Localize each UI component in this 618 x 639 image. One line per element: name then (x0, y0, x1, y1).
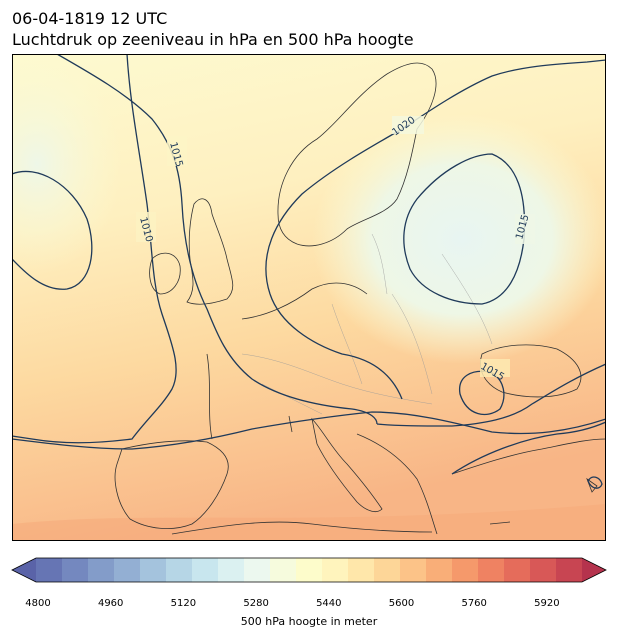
colorbar-label: 500 hPa hoogte in meter (240, 615, 378, 628)
warm-band-south (12, 504, 606, 541)
coast-crete (489, 521, 511, 525)
coast-cyprus (586, 477, 598, 493)
colorbar-tick-label: 4960 (97, 598, 124, 609)
coast-balkans (356, 433, 606, 535)
isobar-balkan (376, 363, 606, 427)
colorbar-cell (322, 558, 349, 582)
map-subtitle: Luchtdruk op zeeniveau in hPa en 500 hPa… (12, 30, 414, 49)
colorbar-tick-label: 5280 (243, 598, 269, 609)
colorbar-extend-high (582, 558, 606, 582)
coast-corsica (288, 415, 293, 433)
pressure-map: 1015 1010 1020 1015 1015 (12, 54, 606, 541)
colorbar-tick-label: 5120 (170, 598, 197, 609)
coast-black-sea (480, 344, 582, 398)
coast-europe-north (241, 282, 368, 320)
colorbar-tick-label: 4800 (25, 598, 51, 609)
isobar-south (12, 411, 606, 450)
colorbar-cell (218, 558, 245, 582)
colorbar-cell (530, 558, 557, 582)
isobar-labels: 1015 1010 1020 1015 1015 (136, 115, 535, 383)
colorbar-tick-label: 5920 (534, 598, 560, 609)
colorbar-cell (140, 558, 167, 582)
map-frame (12, 54, 606, 541)
colorbar-cell (88, 558, 115, 582)
colorbar-cell (296, 558, 323, 582)
colorbar-cell (36, 558, 63, 582)
cold-field-east (312, 114, 606, 364)
isobar-se (451, 421, 606, 475)
isobars (12, 54, 606, 489)
colorbar-cell (166, 558, 193, 582)
colorbar-extend-low (12, 558, 36, 582)
isobar-1015-west (56, 54, 378, 425)
colorbar-cell (192, 558, 219, 582)
cold-field-west (12, 54, 122, 274)
colorbar-cell (348, 558, 375, 582)
colorbar-outline (11, 557, 607, 583)
colorbar-cell (400, 558, 427, 582)
isobar-1015-ukraine (459, 370, 505, 416)
isobar-small-loop (587, 476, 603, 489)
colorbar-cell (504, 558, 531, 582)
colorbar-cell (426, 558, 453, 582)
coast-africa (171, 521, 433, 535)
coast-iberia (114, 440, 229, 529)
colorbar-cell (478, 558, 505, 582)
colorbar-cell (270, 558, 297, 582)
isobar-west-closed (12, 170, 93, 290)
colorbar-tick-label: 5760 (461, 598, 487, 609)
borders (241, 233, 493, 415)
coast-ireland (149, 252, 181, 295)
colorbar-tick-label: 5440 (316, 598, 342, 609)
colorbar-tick-label: 5600 (388, 598, 415, 609)
colorbar-cell (452, 558, 479, 582)
isobar-1010-west (12, 54, 177, 444)
colorbar-cell (374, 558, 401, 582)
colorbar (11, 557, 607, 583)
colorbar-cell (556, 558, 583, 582)
coast-italy (311, 417, 383, 513)
isobar-1015-baltic-high (403, 153, 526, 305)
map-datetime: 06-04-1819 12 UTC (12, 9, 168, 28)
colorbar-cell (114, 558, 141, 582)
coast-france (206, 353, 213, 440)
colorbar-cell (244, 558, 271, 582)
colorbar-cell (62, 558, 89, 582)
isobar-1015-lower (269, 293, 403, 400)
